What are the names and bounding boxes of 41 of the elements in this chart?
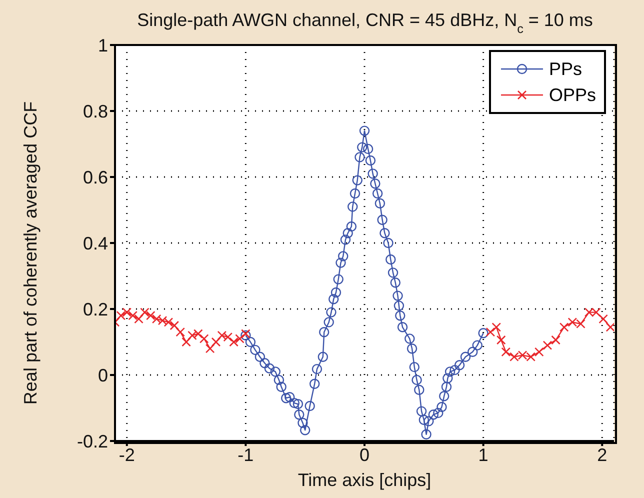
point xyxy=(534,347,544,357)
point xyxy=(501,347,511,357)
point xyxy=(128,310,138,320)
point xyxy=(606,322,614,332)
x-tick-label: 2 xyxy=(597,444,608,465)
point xyxy=(496,335,506,345)
y-tick-label: -0.2 xyxy=(76,431,108,452)
legend-label: PPs xyxy=(548,58,582,80)
point xyxy=(235,334,244,344)
x-tick-label: -2 xyxy=(118,444,135,465)
point xyxy=(146,310,156,320)
y-tick-label: 1 xyxy=(98,35,108,56)
legend-label: OPPs xyxy=(548,84,596,106)
y-tick-label: 0.2 xyxy=(82,299,108,320)
y-tick-label: 0.8 xyxy=(82,101,108,122)
point xyxy=(211,337,221,347)
point xyxy=(122,308,132,317)
y-axis-title: Real part of coherently averaged CCF xyxy=(20,101,40,405)
y-tick-label: 0.6 xyxy=(82,167,108,188)
y-tick-label: 0 xyxy=(98,365,108,386)
x-tick-label: -1 xyxy=(238,444,254,465)
point xyxy=(170,320,180,330)
x-axis-title: Time axis [chips] xyxy=(298,470,432,490)
point xyxy=(229,337,238,347)
point xyxy=(542,340,552,350)
point xyxy=(598,314,608,324)
chart-title: Single-path AWGN channel, CNR = 45 dBHz, N$_{c}$ = 10 ms xyxy=(137,10,593,36)
point xyxy=(134,314,144,324)
point xyxy=(551,335,560,345)
point xyxy=(182,337,191,347)
point xyxy=(116,310,126,320)
x-tick-label: 1 xyxy=(478,444,488,465)
point xyxy=(176,327,185,337)
point xyxy=(140,308,150,317)
point xyxy=(492,322,502,332)
point xyxy=(199,334,209,344)
point xyxy=(486,327,496,337)
point xyxy=(205,344,215,354)
point xyxy=(559,322,569,332)
y-tick-label: 0.4 xyxy=(82,233,108,254)
x-tick-label: 0 xyxy=(359,444,370,465)
